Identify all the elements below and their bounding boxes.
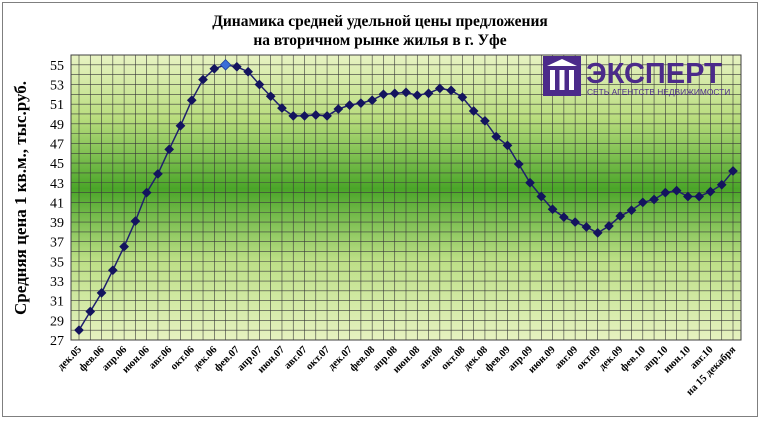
data-point bbox=[243, 66, 254, 77]
data-point bbox=[502, 140, 513, 151]
data-point bbox=[513, 159, 524, 169]
data-point bbox=[615, 211, 626, 222]
logo-word: ЭКСПЕРТ bbox=[586, 58, 722, 90]
data-point bbox=[175, 120, 186, 131]
data-point bbox=[254, 79, 265, 90]
data-point bbox=[164, 144, 175, 155]
y-tick-label: 43 bbox=[50, 177, 64, 192]
logo-column-icon bbox=[559, 70, 565, 90]
y-tick-label: 27 bbox=[50, 334, 64, 349]
data-point bbox=[367, 95, 378, 106]
data-point bbox=[649, 194, 659, 205]
x-tick-label: окт.09 bbox=[575, 344, 603, 372]
x-tick-label: фев.09 bbox=[483, 344, 513, 374]
y-tick-label: 41 bbox=[50, 196, 64, 211]
y-tick-label: 39 bbox=[50, 216, 64, 231]
data-point bbox=[356, 98, 366, 109]
data-point bbox=[592, 228, 603, 238]
data-point bbox=[581, 222, 592, 232]
data-point bbox=[333, 104, 344, 114]
data-point bbox=[480, 115, 490, 126]
data-point bbox=[547, 204, 558, 215]
data-point bbox=[468, 106, 479, 116]
data-point bbox=[423, 88, 434, 99]
chart-title-line-1: Динамика средней удельной цены предложен… bbox=[212, 13, 548, 30]
data-point bbox=[626, 205, 637, 216]
data-point bbox=[231, 61, 242, 72]
data-point bbox=[85, 306, 96, 317]
y-tick-label: 45 bbox=[50, 157, 64, 172]
chart-title-line-2: на вторичном рынке жилья в г. Уфе bbox=[253, 32, 506, 49]
data-point bbox=[96, 287, 107, 298]
y-tick-label: 49 bbox=[50, 118, 64, 133]
data-point bbox=[322, 111, 332, 121]
x-axis-ticks: дек.05фев.06апр.06июн.06авг.06окт.06дек.… bbox=[56, 344, 739, 398]
y-tick-label: 55 bbox=[50, 59, 64, 74]
data-point bbox=[153, 169, 163, 179]
data-point bbox=[209, 63, 220, 74]
x-tick-label: фев.10 bbox=[618, 344, 648, 374]
data-point bbox=[130, 216, 141, 226]
y-tick-label: 47 bbox=[50, 137, 64, 152]
logo-subtitle: СЕТЬ АГЕНТСТВ НЕДВИЖИМОСТИ bbox=[587, 87, 730, 97]
data-point bbox=[604, 221, 614, 231]
data-point bbox=[683, 191, 693, 202]
data-point bbox=[378, 89, 389, 100]
x-tick-label: окт.08 bbox=[439, 344, 467, 372]
data-point bbox=[705, 186, 716, 197]
x-tick-label: фев.08 bbox=[348, 344, 378, 374]
data-point bbox=[660, 187, 671, 198]
logo-column-icon bbox=[550, 70, 555, 90]
data-point bbox=[74, 325, 84, 336]
data-point bbox=[141, 187, 152, 198]
data-point bbox=[434, 83, 445, 94]
data-point bbox=[558, 212, 569, 223]
y-tick-label: 37 bbox=[50, 236, 64, 251]
data-point bbox=[401, 87, 411, 98]
data-point bbox=[457, 92, 468, 103]
data-point bbox=[186, 95, 197, 106]
data-point bbox=[265, 91, 276, 102]
data-point-highlighted bbox=[219, 59, 232, 71]
data-point bbox=[412, 90, 423, 101]
data-point bbox=[344, 100, 355, 110]
data-point bbox=[299, 111, 310, 121]
y-axis-label: Средняя цена 1 кв.м., тыс.руб. bbox=[11, 81, 30, 315]
y-tick-label: 33 bbox=[50, 275, 64, 290]
y-tick-label: 51 bbox=[50, 98, 64, 113]
data-point bbox=[198, 74, 208, 85]
data-point bbox=[389, 88, 400, 99]
data-point bbox=[119, 241, 129, 252]
x-tick-label: окт.07 bbox=[304, 344, 332, 372]
data-point bbox=[446, 85, 456, 96]
grid-lines bbox=[71, 55, 741, 340]
data-point bbox=[310, 110, 321, 120]
data-point bbox=[716, 179, 727, 190]
x-tick-label: окт.06 bbox=[169, 344, 197, 372]
data-point bbox=[107, 265, 118, 276]
data-point bbox=[491, 131, 502, 142]
x-tick-label: фев.06 bbox=[77, 344, 107, 374]
x-tick-label: фев.07 bbox=[212, 344, 242, 374]
data-point bbox=[570, 217, 581, 227]
y-tick-label: 35 bbox=[50, 255, 64, 270]
data-point bbox=[637, 197, 648, 208]
logo-roof-icon bbox=[547, 59, 577, 66]
logo-column-icon bbox=[569, 70, 574, 90]
expert-logo: ЭКСПЕРТ СЕТЬ АГЕНТСТВ НЕДВИЖИМОСТИ bbox=[543, 56, 730, 97]
y-tick-label: 53 bbox=[50, 78, 64, 93]
data-point bbox=[288, 111, 299, 121]
y-tick-label: 31 bbox=[50, 295, 64, 310]
y-axis-ticks: 27 29 31 33 35 37 39 41 43 45 47 49 51 53 55 bbox=[50, 59, 64, 349]
y-tick-label: 29 bbox=[50, 314, 64, 329]
data-point bbox=[694, 191, 705, 202]
data-point bbox=[525, 177, 535, 188]
series-markers bbox=[74, 59, 738, 336]
data-point bbox=[728, 166, 738, 176]
data-point bbox=[536, 191, 547, 202]
data-point bbox=[277, 103, 287, 113]
data-point bbox=[671, 185, 682, 196]
